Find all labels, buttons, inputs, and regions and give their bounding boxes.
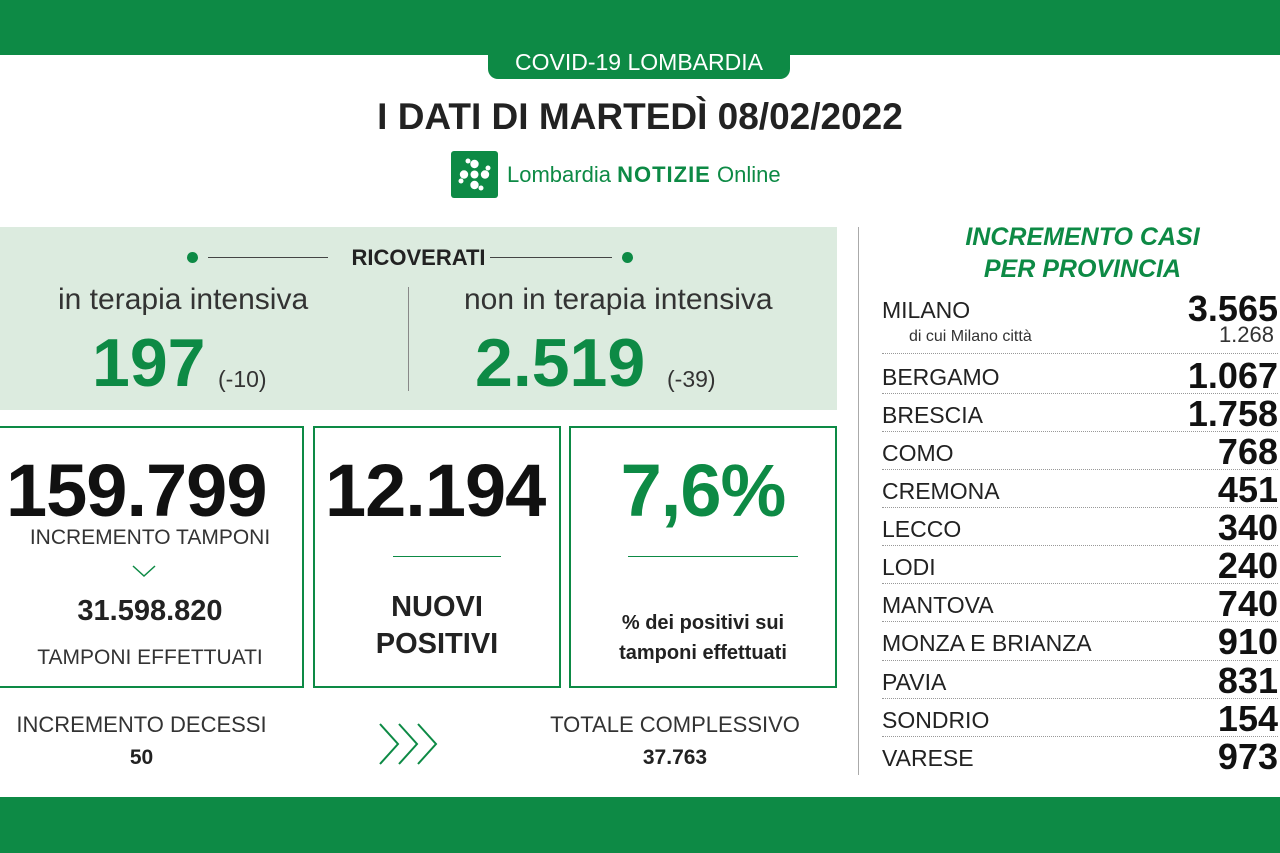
province-name: BERGAMO xyxy=(882,364,1000,390)
icu-label: in terapia intensiva xyxy=(58,283,309,316)
deaths-increment-value: 50 xyxy=(129,746,154,769)
title-dot-left xyxy=(187,252,198,263)
province-value: 240 xyxy=(1217,545,1278,586)
deaths-total-value: 37.763 xyxy=(642,746,708,769)
province-row: LODI 240 xyxy=(882,545,1278,586)
logo-text-suffix: Online xyxy=(710,161,781,187)
column-divider xyxy=(858,227,859,775)
non-icu-label: non in terapia intensiva xyxy=(464,283,773,316)
positivity-rate-label-2: tamponi effettuati xyxy=(619,642,787,664)
icu-delta: (-10) xyxy=(218,366,267,392)
province-value: 1.067 xyxy=(1187,355,1278,396)
chevron-down-icon xyxy=(131,564,157,583)
province-row: MILANO 3.565 di cui Milano città 1.268 xyxy=(882,288,1278,354)
new-positives-label-1: NUOVI xyxy=(391,591,483,623)
new-positives-card: 12.194 NUOVI POSITIVI xyxy=(313,426,561,688)
province-value: 973 xyxy=(1217,736,1278,777)
province-row: MANTOVA 740 xyxy=(882,583,1278,624)
triple-chevron-right-icon xyxy=(378,720,444,773)
province-row: BERGAMO 1.067 xyxy=(882,355,1278,396)
swabs-increment-value: 159.799 xyxy=(6,449,267,532)
deaths-increment-label: INCREMENTO DECESSI xyxy=(16,712,267,737)
positivity-rate-value: 7,6% xyxy=(620,449,787,532)
new-positives-rule xyxy=(393,556,501,557)
new-positives-value: 12.194 xyxy=(325,449,546,532)
province-name: CREMONA xyxy=(882,478,1000,504)
title-rule-left xyxy=(208,257,328,258)
new-positives-label-2: POSITIVI xyxy=(375,628,499,660)
topic-tag: COVID-19 LOMBARDIA xyxy=(488,47,790,79)
title-rule-right xyxy=(490,257,612,258)
province-name: PAVIA xyxy=(882,669,947,695)
province-value: 831 xyxy=(1217,660,1278,701)
province-name: SONDRIO xyxy=(882,707,990,733)
hospitalized-panel xyxy=(0,227,837,410)
logo-wordmark: Lombardia NOTIZIE Online xyxy=(507,162,781,188)
positivity-rate-card: 7,6% % dei positivi sui tamponi effettua… xyxy=(569,426,837,688)
province-name: LODI xyxy=(882,554,936,580)
province-name: LECCO xyxy=(882,516,962,542)
province-value: 768 xyxy=(1217,431,1278,472)
province-value: 1.758 xyxy=(1187,393,1278,434)
province-name: BRESCIA xyxy=(882,402,983,428)
swabs-total-label: TAMPONI EFFETTUATI xyxy=(37,646,263,669)
province-row: BRESCIA 1.758 xyxy=(882,393,1278,434)
hospitalized-title: RICOVERATI xyxy=(351,245,486,270)
positivity-rate-label-1: % dei positivi sui xyxy=(621,612,785,634)
province-row: SONDRIO 154 xyxy=(882,698,1278,739)
publisher-logo: Lombardia NOTIZIE Online xyxy=(451,151,781,198)
province-name: VARESE xyxy=(882,745,974,771)
province-title: INCREMENTO CASI PER PROVINCIA xyxy=(900,221,1265,285)
logo-text-regular: Lombardia xyxy=(507,161,618,187)
milano-city-value: 1.268 xyxy=(1218,322,1274,347)
province-row: CREMONA 451 xyxy=(882,469,1278,510)
province-row: VARESE 973 xyxy=(882,736,1278,777)
province-row: COMO 768 xyxy=(882,431,1278,472)
bottom-band xyxy=(0,797,1280,853)
non-icu-delta: (-39) xyxy=(667,366,716,392)
province-row: PAVIA 831 xyxy=(882,660,1278,701)
province-row: MONZA E BRIANZA 910 xyxy=(882,621,1278,662)
icu-value: 197 xyxy=(92,325,206,401)
province-value: 451 xyxy=(1217,469,1278,510)
province-title-line-1: INCREMENTO CASI xyxy=(965,223,1200,251)
title-dot-right xyxy=(622,252,633,263)
province-name: MILANO xyxy=(882,297,971,323)
province-row: LECCO 340 xyxy=(882,507,1278,548)
province-value: 340 xyxy=(1217,507,1278,548)
province-value: 740 xyxy=(1217,583,1278,624)
deaths-total-label: TOTALE COMPLESSIVO xyxy=(550,712,800,737)
hospitalized-divider xyxy=(408,287,409,391)
logo-text-bold: NOTIZIE xyxy=(617,161,711,187)
swabs-total-value: 31.598.820 xyxy=(77,595,223,627)
swabs-card: 159.799 INCREMENTO TAMPONI 31.598.820 TA… xyxy=(0,426,304,688)
swabs-increment-label: INCREMENTO TAMPONI xyxy=(29,526,271,549)
top-band xyxy=(0,0,1280,55)
province-value: 3.565 xyxy=(1187,288,1278,329)
province-name: MANTOVA xyxy=(882,592,994,618)
positivity-rate-rule xyxy=(628,556,798,557)
non-icu-value: 2.519 xyxy=(475,325,646,401)
province-value: 154 xyxy=(1217,698,1278,739)
province-value: 910 xyxy=(1217,621,1278,662)
province-name: MONZA E BRIANZA xyxy=(882,630,1092,656)
province-name: COMO xyxy=(882,440,954,466)
milano-city-label: di cui Milano città xyxy=(909,328,1032,345)
page-title: I DATI DI MARTEDÌ 08/02/2022 xyxy=(377,96,903,137)
province-title-line-2: PER PROVINCIA xyxy=(983,255,1182,283)
rosa-camuna-icon xyxy=(451,151,498,198)
